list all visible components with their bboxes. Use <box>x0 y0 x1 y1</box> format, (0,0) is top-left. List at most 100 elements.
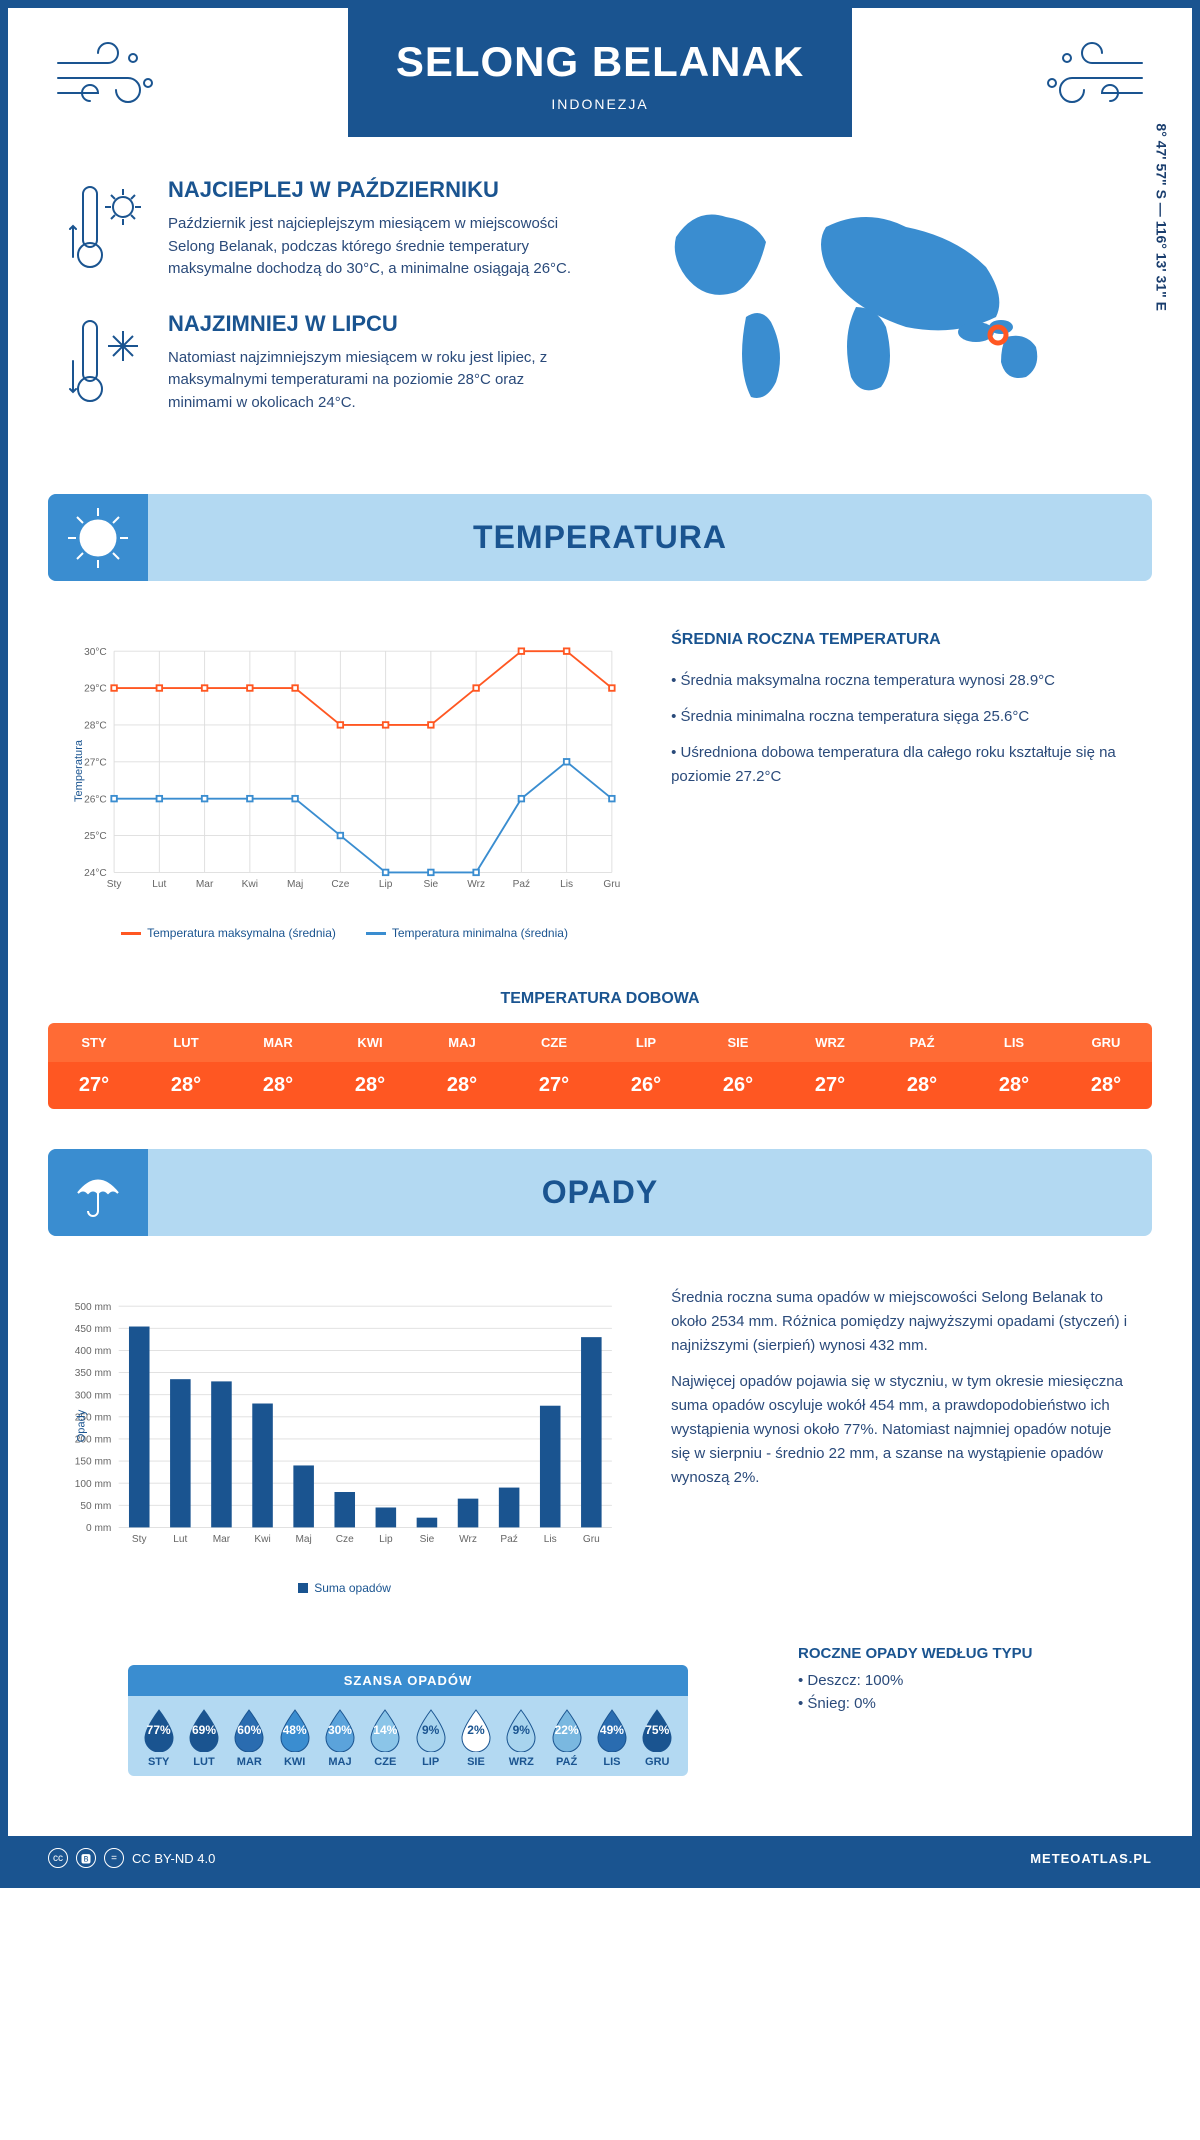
precip-type-b2: • Śnieg: 0% <box>798 1695 1132 1712</box>
svg-text:100 mm: 100 mm <box>75 1479 112 1490</box>
coldest-block: NAJZIMNIEJ W LIPCU Natomiast najzimniejs… <box>68 311 580 415</box>
svg-text:Lis: Lis <box>560 879 573 890</box>
daily-month: STY <box>48 1023 140 1062</box>
footer: cc 🅱 = CC BY-ND 4.0 METEOATLAS.PL <box>8 1836 1192 1880</box>
daily-value: 28° <box>416 1062 508 1109</box>
wind-icon-left <box>48 33 168 113</box>
svg-text:Paź: Paź <box>513 879 530 890</box>
daily-value: 28° <box>140 1062 232 1109</box>
svg-text:Wrz: Wrz <box>467 879 485 890</box>
svg-text:Sie: Sie <box>420 1534 435 1545</box>
sun-icon-box <box>48 494 148 581</box>
precip-chart-row: 0 mm50 mm100 mm150 mm200 mm250 mm300 mm3… <box>8 1256 1192 1625</box>
svg-text:Lut: Lut <box>173 1534 187 1545</box>
temp-info-b1: • Średnia maksymalna roczna temperatura … <box>671 669 1132 693</box>
footer-license: cc 🅱 = CC BY-ND 4.0 <box>48 1848 215 1868</box>
precip-type-title: ROCZNE OPADY WEDŁUG TYPU <box>798 1645 1132 1662</box>
svg-text:Lip: Lip <box>379 1534 393 1545</box>
daily-temp-table: STYLUTMARKWIMAJCZELIPSIEWRZPAŹLISGRU 27°… <box>48 1023 1152 1109</box>
svg-text:Kwi: Kwi <box>254 1534 270 1545</box>
wind-icon-right <box>1032 33 1152 113</box>
svg-text:27°C: 27°C <box>84 757 107 768</box>
intro-section: NAJCIEPLEJ W PAŹDZIERNIKU Październik je… <box>8 137 1192 474</box>
daily-month: LIS <box>968 1023 1060 1062</box>
header-row: SELONG BELANAK INDONEZJA <box>8 8 1192 137</box>
svg-text:Temperatura: Temperatura <box>73 739 85 802</box>
svg-text:24°C: 24°C <box>84 868 107 879</box>
svg-text:Lut: Lut <box>152 879 166 890</box>
coldest-title: NAJZIMNIEJ W LIPCU <box>168 311 580 337</box>
precip-chance-table: SZANSA OPADÓW 77% STY 69% LUT <box>128 1665 688 1776</box>
umbrella-icon <box>68 1163 128 1223</box>
chance-cell: 69% LUT <box>181 1708 226 1768</box>
daily-month: CZE <box>508 1023 600 1062</box>
svg-text:29°C: 29°C <box>84 684 107 695</box>
chance-cell: 48% KWI <box>272 1708 317 1768</box>
daily-month: PAŹ <box>876 1023 968 1062</box>
svg-text:Wrz: Wrz <box>459 1534 477 1545</box>
sun-icon <box>63 503 133 573</box>
daily-value: 27° <box>508 1062 600 1109</box>
precip-info: Średnia roczna suma opadów w miejscowośc… <box>671 1286 1132 1595</box>
daily-value: 28° <box>876 1062 968 1109</box>
precip-type-b1: • Deszcz: 100% <box>798 1672 1132 1689</box>
precip-banner: OPADY <box>48 1149 1152 1236</box>
svg-text:Kwi: Kwi <box>242 879 258 890</box>
temp-legend: Temperatura maksymalna (średnia) Tempera… <box>68 926 621 940</box>
by-icon: 🅱 <box>76 1848 96 1868</box>
warmest-text: Październik jest najcieplejszym miesiące… <box>168 213 580 281</box>
svg-text:350 mm: 350 mm <box>75 1368 112 1379</box>
header-banner: SELONG BELANAK INDONEZJA <box>348 8 852 137</box>
svg-text:Mar: Mar <box>196 879 214 890</box>
warmest-title: NAJCIEPLEJ W PAŹDZIERNIKU <box>168 177 580 203</box>
chance-cell: 2% SIE <box>453 1708 498 1768</box>
umbrella-icon-box <box>48 1149 148 1236</box>
svg-text:400 mm: 400 mm <box>75 1346 112 1357</box>
svg-text:0 mm: 0 mm <box>86 1523 111 1534</box>
daily-value: 26° <box>600 1062 692 1109</box>
footer-brand: METEOATLAS.PL <box>1030 1851 1152 1866</box>
daily-value: 26° <box>692 1062 784 1109</box>
precip-title: OPADY <box>73 1174 1127 1211</box>
svg-text:Lis: Lis <box>544 1534 557 1545</box>
daily-month: MAJ <box>416 1023 508 1062</box>
svg-text:Maj: Maj <box>295 1534 311 1545</box>
location-subtitle: INDONEZJA <box>368 96 832 112</box>
svg-text:Lip: Lip <box>379 879 393 890</box>
chance-cell: 14% CZE <box>363 1708 408 1768</box>
svg-text:500 mm: 500 mm <box>75 1302 112 1313</box>
svg-text:Cze: Cze <box>336 1534 354 1545</box>
chance-cell: 60% MAR <box>227 1708 272 1768</box>
svg-text:Sie: Sie <box>424 879 439 890</box>
svg-text:30°C: 30°C <box>84 647 107 658</box>
svg-text:450 mm: 450 mm <box>75 1324 112 1335</box>
daily-value: 28° <box>232 1062 324 1109</box>
svg-text:150 mm: 150 mm <box>75 1457 112 1468</box>
temperature-banner: TEMPERATURA <box>48 494 1152 581</box>
daily-value: 27° <box>784 1062 876 1109</box>
temperature-title: TEMPERATURA <box>73 519 1127 556</box>
chance-cell: 9% WRZ <box>499 1708 544 1768</box>
coordinates: 8° 47' 57" S — 116° 13' 31" E <box>1154 123 1170 311</box>
chance-cell: 75% GRU <box>635 1708 680 1768</box>
legend-sum: Suma opadów <box>298 1581 391 1595</box>
svg-text:Mar: Mar <box>213 1534 231 1545</box>
daily-value: 28° <box>968 1062 1060 1109</box>
location-title: SELONG BELANAK <box>368 38 832 86</box>
nd-icon: = <box>104 1848 124 1868</box>
svg-text:Sty: Sty <box>107 879 123 890</box>
svg-text:Gru: Gru <box>583 1534 600 1545</box>
svg-text:28°C: 28°C <box>84 721 107 732</box>
svg-text:Maj: Maj <box>287 879 303 890</box>
warmest-block: NAJCIEPLEJ W PAŹDZIERNIKU Październik je… <box>68 177 580 281</box>
svg-text:300 mm: 300 mm <box>75 1390 112 1401</box>
daily-temp-title: TEMPERATURA DOBOWA <box>8 990 1192 1008</box>
temp-chart-row: 24°C25°C26°C27°C28°C29°C30°CStyLutMarKwi… <box>8 601 1192 970</box>
daily-month: WRZ <box>784 1023 876 1062</box>
chance-cell: 22% PAŹ <box>544 1708 589 1768</box>
daily-month: SIE <box>692 1023 784 1062</box>
temp-info-title: ŚREDNIA ROCZNA TEMPERATURA <box>671 631 1132 649</box>
temp-info-b2: • Średnia minimalna roczna temperatura s… <box>671 705 1132 729</box>
precip-legend: Suma opadów <box>68 1581 621 1595</box>
legend-min: Temperatura minimalna (średnia) <box>366 926 568 940</box>
